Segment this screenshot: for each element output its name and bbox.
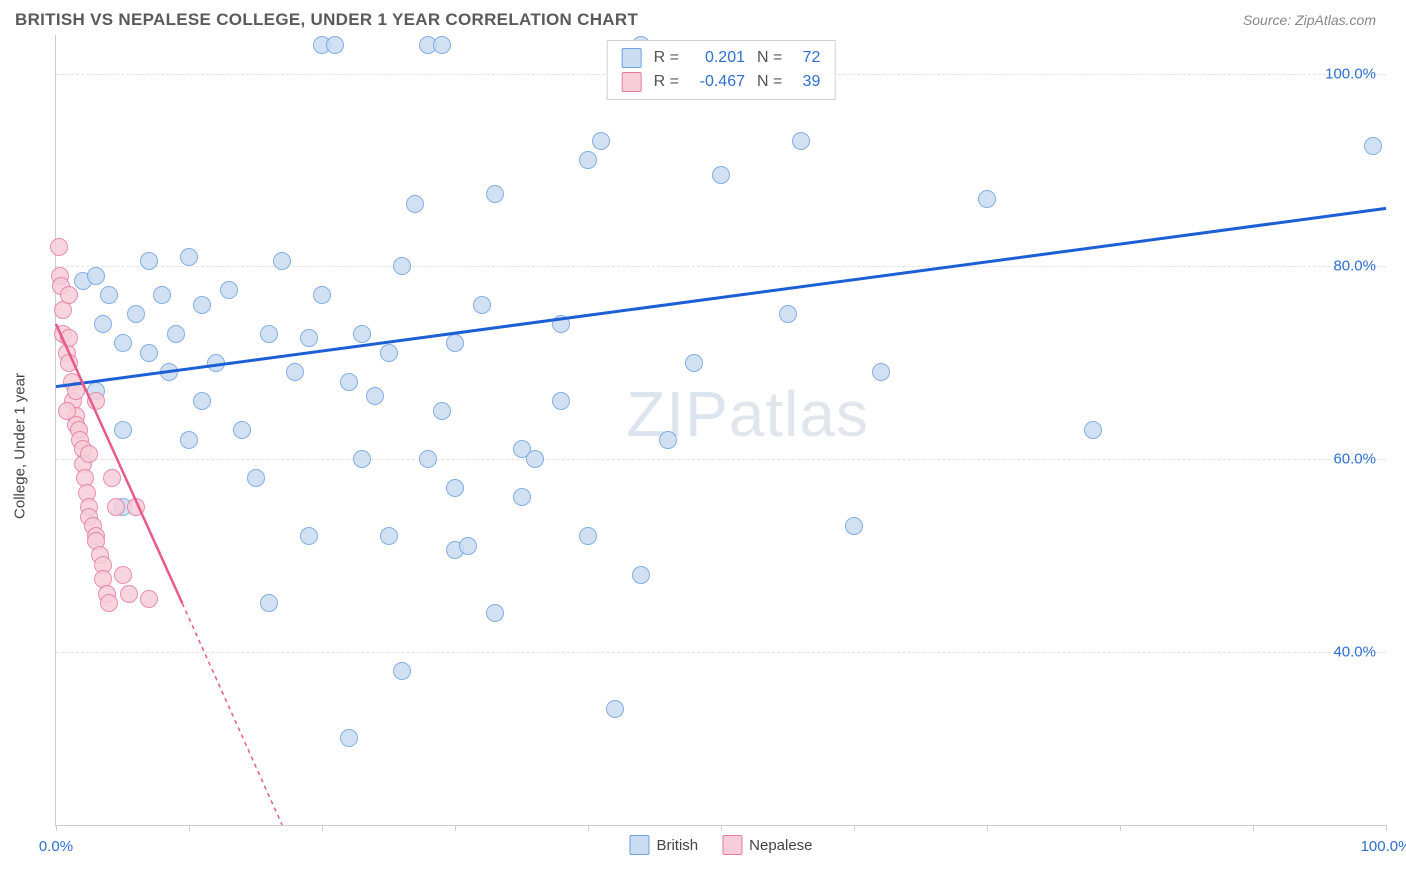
swatch-nepalese xyxy=(622,72,642,92)
x-tick xyxy=(1120,825,1121,831)
r-value-nepalese: -0.467 xyxy=(687,73,745,91)
swatch-british xyxy=(622,48,642,68)
stats-legend: R = 0.201 N = 72 R = -0.467 N = 39 xyxy=(607,40,836,100)
n-value-nepalese: 39 xyxy=(790,73,820,91)
scatter-chart: ZIPatlas 40.0%60.0%80.0%100.0%0.0%100.0%… xyxy=(55,35,1386,826)
n-value-british: 72 xyxy=(790,49,820,67)
legend-item-nepalese: Nepalese xyxy=(722,835,812,855)
x-tick xyxy=(56,825,57,831)
x-tick-label: 0.0% xyxy=(39,838,73,855)
stats-row-nepalese: R = -0.467 N = 39 xyxy=(622,70,821,94)
x-tick xyxy=(987,825,988,831)
stats-row-british: R = 0.201 N = 72 xyxy=(622,46,821,70)
x-tick xyxy=(455,825,456,831)
x-tick xyxy=(322,825,323,831)
x-tick xyxy=(854,825,855,831)
bottom-legend: British Nepalese xyxy=(629,835,812,855)
x-tick xyxy=(189,825,190,831)
x-tick xyxy=(721,825,722,831)
x-tick xyxy=(1386,825,1387,831)
swatch-british-icon xyxy=(629,835,649,855)
source-label: Source: ZipAtlas.com xyxy=(1243,12,1376,28)
x-tick-label: 100.0% xyxy=(1361,838,1406,855)
legend-item-british: British xyxy=(629,835,698,855)
r-value-british: 0.201 xyxy=(687,49,745,67)
swatch-nepalese-icon xyxy=(722,835,742,855)
y-axis-label: College, Under 1 year xyxy=(12,373,29,519)
x-tick xyxy=(1253,825,1254,831)
x-tick xyxy=(588,825,589,831)
chart-title: BRITISH VS NEPALESE COLLEGE, UNDER 1 YEA… xyxy=(15,10,638,30)
